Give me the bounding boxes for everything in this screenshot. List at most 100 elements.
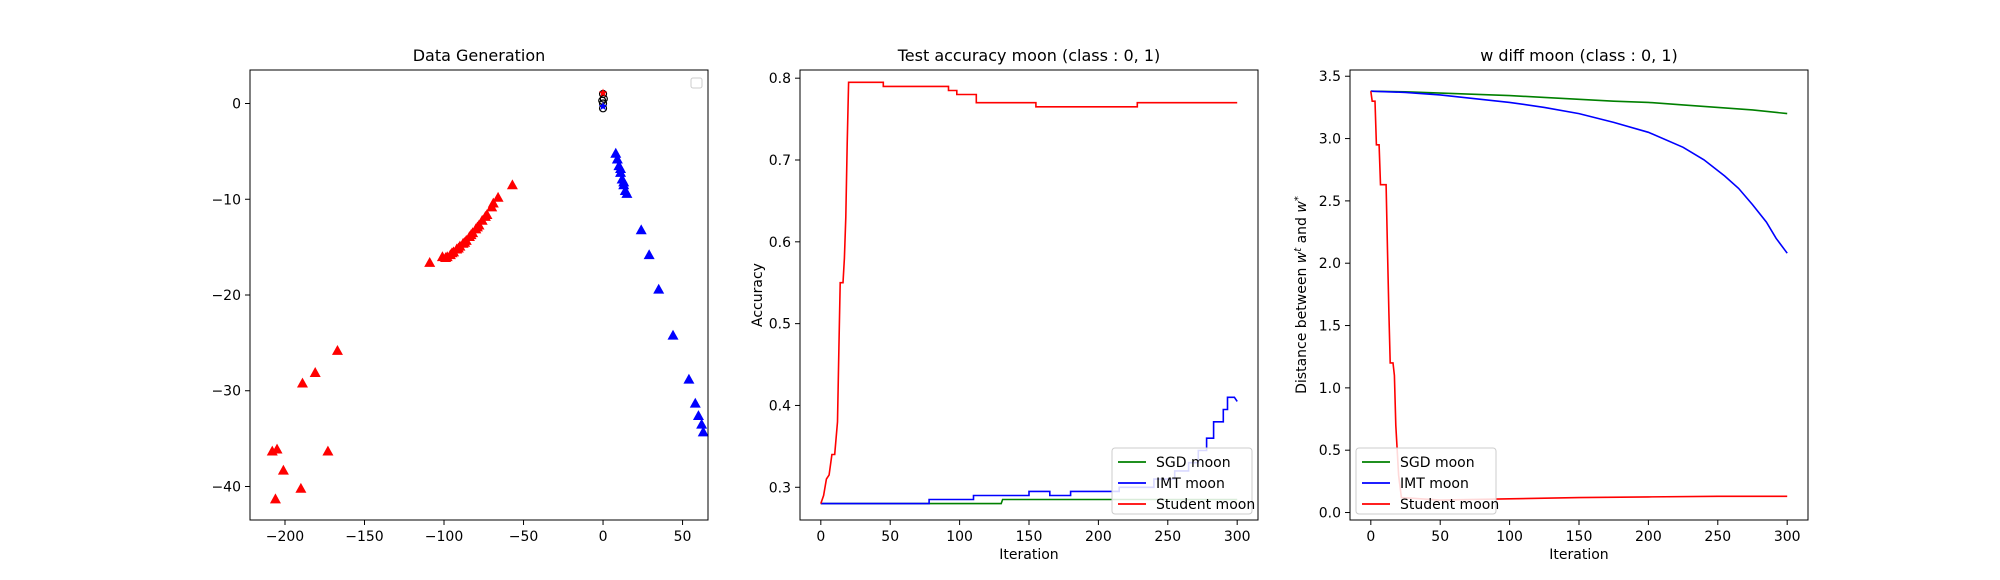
scatter-point [331,345,343,355]
y-tick-label: 0.7 [769,153,791,169]
x-axis-label: Iteration [1549,547,1608,563]
scatter-point [452,242,464,253]
x-tick-label: 100 [946,529,973,545]
x-tick-label: 0 [816,529,825,545]
y-axis: −40 −30 −20 −10 0 [211,97,250,495]
scatter-point [696,418,708,429]
y-tick-label: 2.5 [1319,194,1341,210]
legend-label: SGD moon [1400,455,1475,471]
y-axis: 0.0 0.5 1.0 1.5 2.0 2.5 3.0 3.5 [1319,69,1350,522]
x-axis: 0 50 100 150 200 250 300 [816,520,1251,545]
x-tick-label: 50 [1431,529,1449,545]
scatter-point [459,236,471,247]
scatter-point [309,367,321,377]
y-tick-label: −10 [211,192,241,208]
x-tick-label: −200 [266,529,304,545]
panel-w-diff: 0 50 100 150 200 250 300 0.0 0.5 1.0 1.5 2.0 2.5 3.0… [1293,46,1809,563]
y-tick-label: 3.5 [1319,69,1341,85]
y-axis: 0.3 0.4 0.5 0.6 0.7 0.8 [769,71,800,496]
x-tick-label: 250 [1154,529,1181,545]
chart-title: w diff moon (class : 0, 1) [1480,46,1678,65]
y-tick-label: 3.0 [1319,132,1341,148]
scatter-point [322,445,334,456]
scatter-point [667,329,679,340]
x-tick-label: −150 [345,529,383,545]
x-tick-label: 50 [881,529,899,545]
scatter-point [692,410,704,421]
x-axis: 0 50 100 150 200 250 300 [1366,520,1801,545]
x-tick-label: 100 [1496,529,1523,545]
y-axis-label: Accuracy [750,263,766,327]
y-tick-label: 0 [232,97,241,113]
series-line [1370,90,1788,254]
scatter-point [611,153,623,164]
plot-area [1370,90,1788,501]
y-tick-label: 0.3 [769,480,791,496]
x-tick-label: 200 [1635,529,1662,545]
y-tick-label: 1.0 [1319,381,1341,397]
scatter-point [487,197,499,208]
scatter-point [697,426,709,437]
axes-frame [1350,70,1808,520]
scatter-point [492,191,504,202]
series-line [820,81,1238,504]
scatter-point [635,224,647,235]
y-tick-label: −40 [211,479,241,495]
y-tick-label: 0.4 [769,398,791,414]
scatter-point [296,377,308,388]
scatter-point [471,221,483,232]
panel-test-accuracy: 0 50 100 150 200 250 300 0.3 0.4 0.5 0.6 0.7 0.8 Te… [750,46,1259,563]
y-tick-label: −30 [211,384,241,400]
y-tick-label: 0.8 [769,71,791,87]
x-axis: −200 −150 −100 −50 0 50 [266,520,692,545]
x-axis-label: Iteration [999,547,1058,563]
scatter-point [506,179,518,190]
legend-box [1111,447,1253,515]
legend: SGD moon IMT moon Student moon [1111,447,1255,515]
axes-frame [250,70,708,520]
x-tick-label: 150 [1016,529,1043,545]
scatter-point [610,147,622,158]
scatter-point [271,443,283,454]
legend-label: SGD moon [1156,455,1231,471]
legend-label: IMT moon [1400,476,1469,492]
x-tick-label: −50 [509,529,539,545]
x-tick-label: 200 [1085,529,1112,545]
scatter-point [479,210,491,221]
x-tick-label: 150 [1566,529,1593,545]
y-tick-label: 0.5 [769,317,791,333]
scatter-point [424,256,436,267]
series-line [1370,90,1788,115]
y-axis-label: Distance between wt and w* [1293,196,1311,394]
scatter-point [618,176,630,187]
y-tick-label: 0.6 [769,235,791,251]
x-tick-label: 0 [1366,529,1375,545]
chart-title: Data Generation [413,46,546,65]
scatter-point [621,188,633,198]
legend-box [690,77,703,89]
x-tick-label: 250 [1704,529,1731,545]
scatter-point [653,283,665,294]
x-tick-label: −100 [425,529,463,545]
scatter-point [441,251,453,262]
y-tick-label: 2.0 [1319,256,1341,272]
scatter-point [683,373,695,384]
y-tick-label: −20 [211,288,241,304]
legend-label: Student moon [1156,497,1255,513]
legend-box [1355,447,1497,515]
x-tick-label: 300 [1224,529,1251,545]
scatter-point [689,397,701,408]
x-tick-label: 50 [674,529,692,545]
scatter-point [643,249,655,260]
scatter-point [269,493,281,504]
plot-area [266,88,709,504]
series-line [1370,91,1788,501]
chart-title: Test accuracy moon (class : 0, 1) [897,46,1161,65]
scatter-point [465,229,477,240]
legend-label: Student moon [1400,497,1499,513]
scatter-point [615,163,627,174]
scatter-point [277,464,289,475]
y-tick-label: 1.5 [1319,319,1341,335]
scatter-point [446,247,458,258]
